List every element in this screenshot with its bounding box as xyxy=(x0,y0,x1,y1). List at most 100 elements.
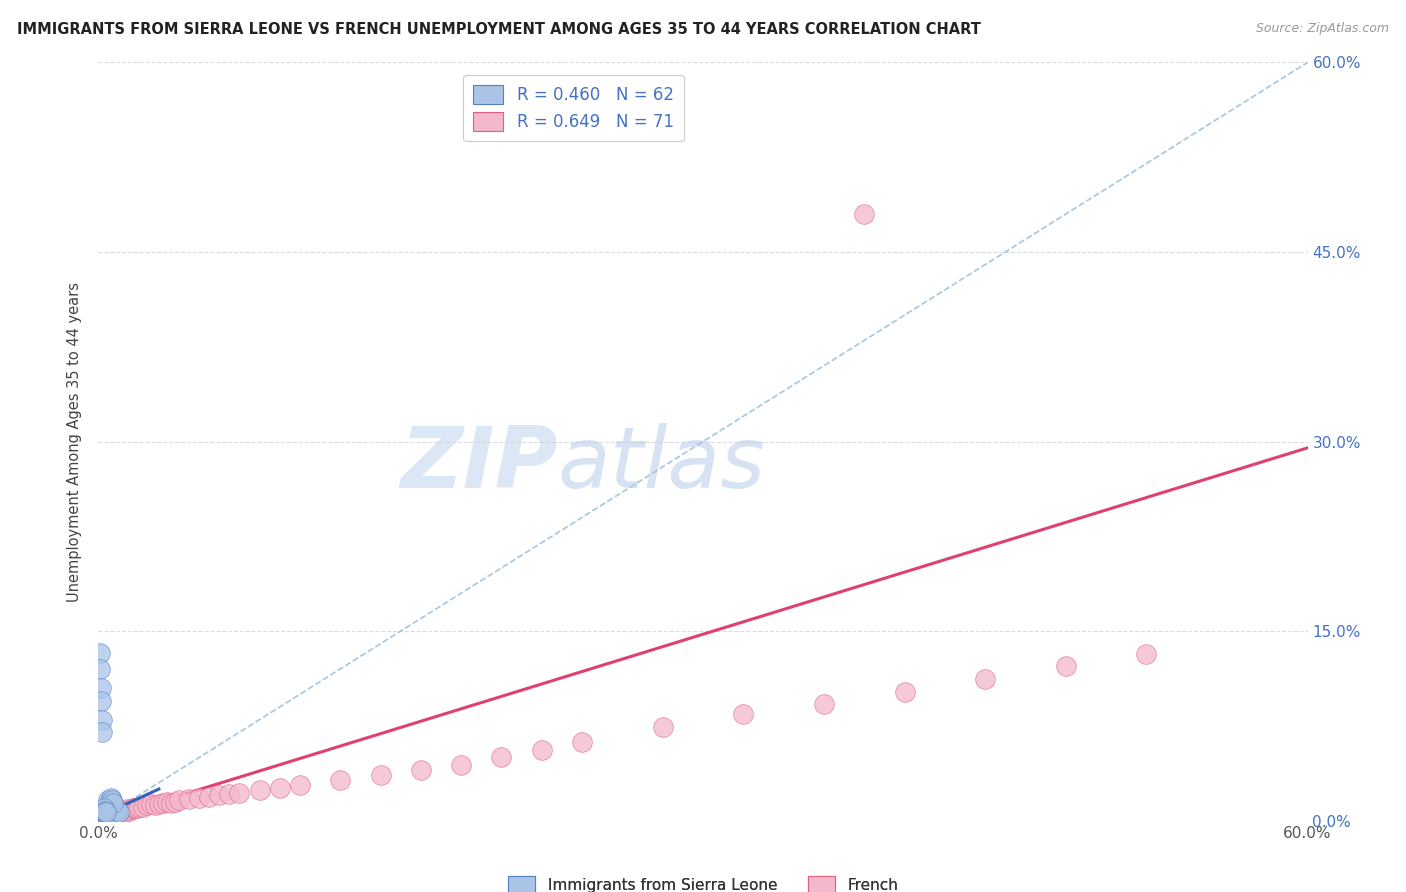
Point xyxy=(103,801,125,815)
Point xyxy=(100,793,122,807)
Point xyxy=(530,743,553,757)
Point xyxy=(651,720,673,734)
Point xyxy=(93,808,115,822)
Point xyxy=(101,807,124,822)
Point xyxy=(228,786,250,800)
Point xyxy=(89,807,111,822)
Point xyxy=(90,806,112,821)
Point xyxy=(139,797,162,812)
Point xyxy=(107,805,129,819)
Point xyxy=(100,808,122,822)
Y-axis label: Unemployment Among Ages 35 to 44 years: Unemployment Among Ages 35 to 44 years xyxy=(67,282,83,601)
Point xyxy=(104,802,127,816)
Point xyxy=(103,808,125,822)
Point xyxy=(409,763,432,777)
Point xyxy=(93,808,115,822)
Point xyxy=(121,801,143,815)
Point xyxy=(107,804,129,818)
Point xyxy=(97,808,120,822)
Point xyxy=(103,807,125,822)
Legend: Immigrants from Sierra Leone, French: Immigrants from Sierra Leone, French xyxy=(502,870,904,892)
Text: ZIP: ZIP xyxy=(401,423,558,506)
Point xyxy=(135,798,157,813)
Point xyxy=(160,796,183,810)
Point xyxy=(143,798,166,813)
Point xyxy=(96,807,118,822)
Point xyxy=(93,806,115,821)
Point xyxy=(96,807,118,822)
Point xyxy=(90,805,112,819)
Point xyxy=(90,681,112,695)
Point xyxy=(93,806,115,821)
Point xyxy=(853,207,876,221)
Point xyxy=(329,773,352,788)
Point xyxy=(1054,659,1077,673)
Point xyxy=(100,806,122,821)
Point xyxy=(94,807,117,822)
Point xyxy=(90,807,112,822)
Point xyxy=(91,808,114,822)
Text: Source: ZipAtlas.com: Source: ZipAtlas.com xyxy=(1256,22,1389,36)
Text: atlas: atlas xyxy=(558,423,766,506)
Point xyxy=(94,808,117,822)
Point xyxy=(107,806,129,821)
Point xyxy=(114,805,136,819)
Point xyxy=(89,808,111,822)
Point xyxy=(105,804,128,818)
Point xyxy=(105,805,128,819)
Point xyxy=(94,807,117,822)
Point xyxy=(90,808,112,822)
Point xyxy=(125,801,148,815)
Point xyxy=(269,780,291,795)
Point xyxy=(91,807,114,822)
Point xyxy=(91,808,114,822)
Point xyxy=(98,795,121,809)
Point xyxy=(100,791,122,805)
Point xyxy=(1135,647,1157,661)
Point xyxy=(90,808,112,822)
Point xyxy=(288,778,311,792)
Point xyxy=(98,806,121,821)
Point xyxy=(98,807,121,822)
Point xyxy=(100,807,122,822)
Point xyxy=(97,807,120,822)
Point xyxy=(188,791,211,805)
Point xyxy=(571,735,593,749)
Point xyxy=(94,804,117,818)
Point xyxy=(97,808,120,822)
Point xyxy=(103,799,125,814)
Point xyxy=(111,804,134,818)
Point xyxy=(118,804,141,818)
Point xyxy=(179,792,201,806)
Text: IMMIGRANTS FROM SIERRA LEONE VS FRENCH UNEMPLOYMENT AMONG AGES 35 TO 44 YEARS CO: IMMIGRANTS FROM SIERRA LEONE VS FRENCH U… xyxy=(17,22,981,37)
Point xyxy=(96,808,118,822)
Point xyxy=(152,796,174,810)
Point xyxy=(90,693,112,707)
Point xyxy=(96,806,118,821)
Point xyxy=(91,806,114,821)
Point xyxy=(89,806,111,821)
Point xyxy=(93,808,115,822)
Point xyxy=(813,698,835,712)
Point xyxy=(100,807,122,822)
Point xyxy=(91,807,114,822)
Point xyxy=(132,799,155,814)
Point xyxy=(733,707,755,722)
Point xyxy=(100,796,122,810)
Point xyxy=(101,808,124,822)
Point xyxy=(249,783,271,797)
Point xyxy=(94,806,117,821)
Point xyxy=(93,807,115,822)
Point xyxy=(120,802,142,816)
Point xyxy=(90,807,112,822)
Point xyxy=(93,808,115,822)
Point xyxy=(101,798,124,813)
Point xyxy=(450,758,472,772)
Point xyxy=(93,806,115,821)
Point xyxy=(94,808,117,822)
Point xyxy=(491,750,513,764)
Point xyxy=(97,806,120,821)
Point xyxy=(100,797,122,812)
Point xyxy=(96,808,118,822)
Point xyxy=(167,793,190,807)
